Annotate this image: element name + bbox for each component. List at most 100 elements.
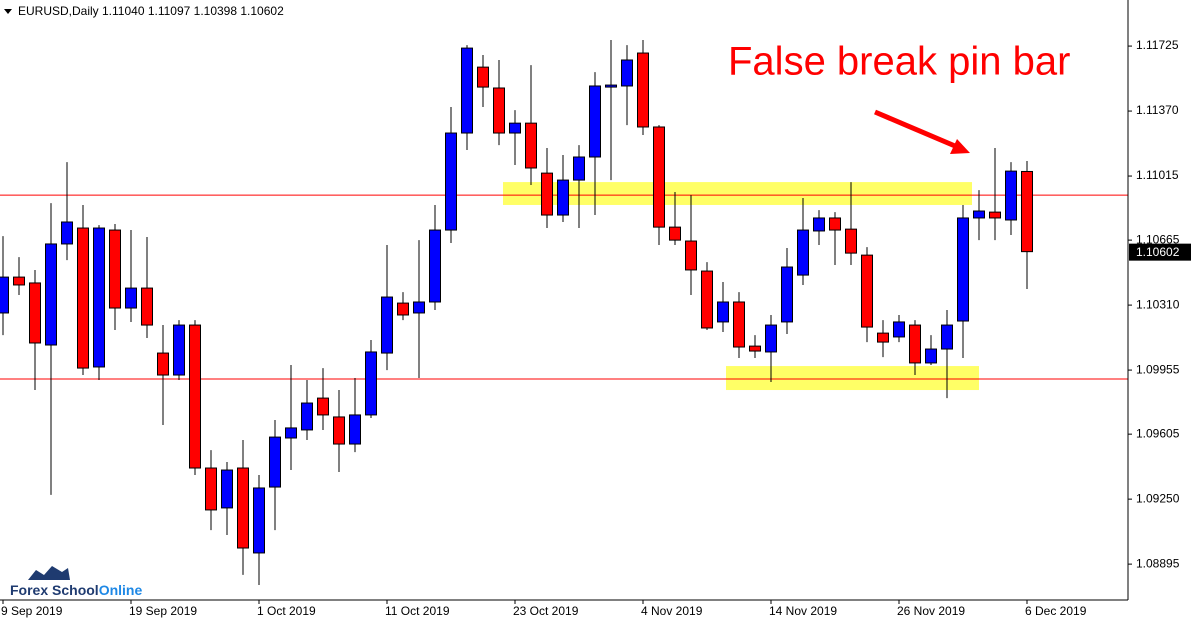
candle-body (685, 240, 697, 271)
candle-body (317, 397, 329, 416)
candle-body (205, 467, 217, 511)
candle-body (637, 52, 649, 128)
candle-body (381, 296, 393, 354)
arrow-head (950, 139, 970, 154)
candle-body (237, 467, 249, 549)
y-tick-label: 1.11725 (1136, 38, 1179, 52)
y-tick-label: 1.10665 (1136, 232, 1180, 246)
candle-body (221, 469, 233, 509)
candle-body (61, 221, 73, 245)
x-tick-label: 26 Nov 2019 (897, 604, 965, 618)
candle-body (525, 122, 537, 169)
candle-body (989, 211, 1001, 219)
candle-body (141, 287, 153, 326)
logo: Forex SchoolOnline (10, 566, 142, 598)
candle-body (669, 226, 681, 241)
current-price-box (1129, 243, 1191, 261)
candle-body (909, 324, 921, 364)
candle-body (493, 87, 505, 134)
candle-body (701, 270, 713, 329)
x-tick-label: 19 Sep 2019 (129, 604, 197, 618)
candle-body (621, 59, 633, 87)
candle-body (269, 436, 281, 488)
candle-body (301, 402, 313, 431)
candle-body (461, 47, 473, 134)
candle-body (125, 287, 137, 309)
zones (503, 182, 979, 391)
logo-text: Forex SchoolOnline (10, 582, 142, 598)
candle-body (157, 352, 169, 376)
candle-body (77, 227, 89, 369)
logo-icon (28, 566, 70, 580)
candle-body (557, 179, 569, 216)
candle-body (829, 217, 841, 231)
candle-body (877, 332, 889, 343)
candle-body (717, 301, 729, 323)
candle-body (605, 84, 617, 88)
candle-body (477, 66, 489, 88)
candle-body (589, 85, 601, 158)
candle-body (1005, 170, 1017, 221)
candle-body (797, 229, 809, 276)
candle-body (925, 348, 937, 364)
candle-body (173, 324, 185, 376)
candle-body (845, 228, 857, 254)
x-tick-label: 14 Nov 2019 (769, 604, 837, 618)
candle-body (893, 321, 905, 338)
candle-body (445, 132, 457, 231)
candle-body (333, 416, 345, 445)
candle-body (733, 301, 745, 348)
x-tick-label: 4 Nov 2019 (641, 604, 703, 618)
candle-body (813, 217, 825, 232)
x-tick-label: 9 Sep 2019 (1, 604, 63, 618)
annotation-arrow (874, 109, 970, 154)
candle-body (413, 301, 425, 314)
y-tick-label: 1.09605 (1136, 426, 1180, 440)
candle-body (253, 487, 265, 554)
candle-body (749, 345, 761, 352)
candle-body (349, 414, 361, 445)
y-tick-label: 1.09955 (1136, 362, 1180, 376)
candle-body (541, 172, 553, 216)
x-tick-label: 1 Oct 2019 (257, 604, 316, 618)
candle-body (397, 302, 409, 316)
logo-brand: Forex School (10, 582, 99, 598)
axes: 1.11725 1.11370 1.11015 1.10665 1.10310 1.099… (0, 0, 1191, 618)
x-tick-label: 11 Oct 2019 (385, 604, 450, 618)
logo-suffix: Online (99, 582, 143, 598)
candle-body (189, 324, 201, 469)
menu-triangle[interactable] (4, 9, 12, 14)
candle-body (0, 276, 9, 314)
chart-title: EURUSD,Daily 1.11040 1.11097 1.10398 1.1… (18, 4, 284, 18)
candle-body (509, 122, 521, 134)
arrow-shaft (874, 109, 956, 149)
candle-body (429, 229, 441, 303)
candle-body (45, 243, 57, 346)
candles (0, 40, 1033, 585)
candle-body (765, 324, 777, 353)
candle-body (29, 282, 41, 344)
candle-body (109, 229, 121, 309)
candle-body (781, 266, 793, 323)
candle-body (957, 217, 969, 322)
x-tick-label: 6 Dec 2019 (1025, 604, 1087, 618)
price-zone (726, 366, 979, 391)
y-tick-label: 1.08895 (1136, 556, 1180, 570)
candle-body (13, 276, 25, 286)
annotation: False break pin bar (728, 40, 1070, 84)
candle-body (285, 427, 297, 439)
candle-body (93, 227, 105, 368)
candle-body (573, 156, 585, 181)
current-price-label: 1.10602 (1136, 245, 1180, 259)
candle-body (365, 351, 377, 416)
price-zone (503, 182, 972, 205)
y-tick-label: 1.11015 (1136, 168, 1179, 182)
candle-body (861, 254, 873, 328)
y-tick-label: 1.10310 (1136, 297, 1180, 311)
candle-body (1021, 170, 1033, 253)
y-tick-label: 1.09250 (1136, 491, 1180, 505)
candle-body (973, 210, 985, 219)
candle-body (653, 126, 665, 228)
candle-body (941, 324, 953, 350)
